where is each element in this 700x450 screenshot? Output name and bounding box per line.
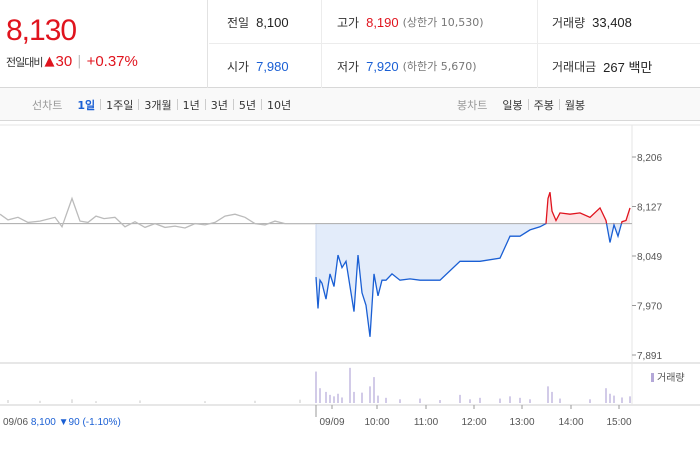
chart-toolbar: 선차트 1일 1주일 3개월 1년 3년 5년 10년 봉차트 일봉 주봉 월봉: [0, 88, 700, 121]
toolbar-divider: [261, 99, 263, 110]
toolbar-divider: [558, 99, 560, 110]
period-tab-3[interactable]: 1년: [182, 98, 200, 112]
lower-limit: (하한가 5,670): [402, 60, 477, 73]
volume-legend-label: 거래량: [657, 372, 685, 384]
y-tick-label: 8,127: [637, 203, 662, 214]
toolbar-divider: [232, 99, 234, 110]
prev-day-close: 8,100: [31, 417, 59, 428]
today-price-line-up: [544, 192, 631, 224]
stat-volume: 거래량 33,408: [537, 0, 700, 44]
stat-high: 고가 8,190 (상한가 10,530): [321, 0, 537, 44]
stat-value: 33,408: [592, 14, 632, 30]
up-area-fill: [545, 192, 630, 224]
up-arrow-icon: ▲: [44, 54, 55, 69]
toolbar-divider: [204, 99, 206, 110]
line-chart-label: 선차트: [32, 98, 63, 112]
stat-label: 거래대금: [552, 59, 597, 74]
stat-label: 시가: [227, 59, 250, 74]
divider: |: [77, 54, 82, 69]
stat-value: 267 백만: [603, 59, 653, 75]
toolbar-divider: [100, 99, 102, 110]
volume-legend-swatch: [651, 373, 654, 382]
candle-tab-2[interactable]: 월봉: [564, 98, 586, 112]
line-chart-periods: 선차트 1일 1주일 3개월 1년 3년 5년 10년: [32, 88, 296, 121]
intraday-price-chart: 8,206 8,127 8,049 7,970 7,891 거래량 09/09 10:00…: [0, 124, 700, 428]
upper-limit: (상한가 10,530): [402, 16, 484, 29]
stat-open: 시가 7,980: [227, 44, 327, 88]
x-axis: 09/09 10:00 11:00 12:00 13:00 14:00 15:00 09/06…: [3, 405, 632, 428]
period-tab-4[interactable]: 3년: [210, 98, 228, 112]
candle-tab-1[interactable]: 주봉: [533, 98, 554, 112]
stat-label: 고가: [337, 15, 360, 30]
stat-value: 7,920: [366, 58, 399, 74]
prev-day-price-line: [0, 196, 315, 229]
prev-day-rate: (-1.10%): [82, 417, 120, 428]
change-row: 전일대비 ▲ 30 | +0.37%: [6, 53, 138, 70]
stat-value: 8,100: [256, 14, 289, 30]
chart-grid: [0, 124, 700, 406]
down-area-fill: [316, 223, 630, 337]
stat-prev-close: 전일 8,100: [227, 0, 327, 44]
period-tab-1[interactable]: 1주일: [106, 98, 134, 112]
prev-day-summary: 09/06 8,100 ▼90 (-1.10%): [3, 417, 121, 428]
y-tick-label: 8,206: [637, 153, 662, 164]
x-tick-label: 14:00: [558, 417, 583, 428]
period-tab-0[interactable]: 1일: [77, 98, 96, 112]
y-tick-label: 8,049: [637, 252, 662, 263]
today-price-line-down: [315, 223, 623, 337]
x-tick-label: 15:00: [606, 417, 631, 428]
stat-label: 전일: [227, 15, 250, 30]
chart-fills: [315, 192, 630, 337]
volume-bars: 거래량: [7, 367, 685, 403]
stats-row-2: 시가 7,980 저가 7,920 (하한가 5,670) 거래대금 267 백…: [209, 44, 700, 88]
candle-chart-label: 봉차트: [457, 98, 488, 112]
toolbar-divider: [138, 99, 140, 110]
period-tab-5[interactable]: 5년: [238, 98, 257, 112]
x-tick-label: 09/09: [319, 417, 344, 428]
y-axis: 8,206 8,127 8,049 7,970 7,891: [632, 153, 662, 362]
down-arrow-icon: ▼: [59, 417, 69, 428]
change-rate: +0.37%: [86, 53, 138, 70]
change-amount: 30: [55, 53, 73, 70]
y-tick-label: 7,970: [637, 302, 662, 313]
toolbar-divider: [176, 99, 178, 110]
prev-day-change: 90: [69, 417, 83, 428]
x-tick-label: 10:00: [364, 417, 389, 428]
stat-low: 저가 7,920 (하한가 5,670): [321, 44, 537, 88]
candle-tab-0[interactable]: 일봉: [502, 98, 523, 112]
stat-amount: 거래대금 267 백만: [537, 44, 700, 88]
current-price: 8,130: [6, 14, 77, 47]
quote-panel: 8,130 전일대비 ▲ 30 | +0.37% 전일 8,100 고가 8,1…: [0, 0, 700, 88]
stat-label: 저가: [337, 59, 360, 74]
stats-grid: 전일 8,100 고가 8,190 (상한가 10,530) 거래량 33,40…: [209, 0, 700, 88]
chart-lines: [0, 192, 632, 337]
x-tick-label: 11:00: [414, 417, 439, 428]
candle-chart-periods: 봉차트 일봉 주봉 월봉: [457, 88, 590, 121]
period-tab-6[interactable]: 10년: [267, 98, 292, 112]
x-tick-label: 13:00: [509, 417, 534, 428]
y-tick-label: 7,891: [637, 351, 662, 362]
stat-value: 8,190: [366, 14, 399, 30]
change-label: 전일대비: [6, 55, 43, 69]
prev-day-date: 09/06: [3, 417, 31, 428]
stat-label: 거래량: [552, 15, 586, 30]
stats-row-1: 전일 8,100 고가 8,190 (상한가 10,530) 거래량 33,40…: [209, 0, 700, 44]
current-price-box: 8,130 전일대비 ▲ 30 | +0.37%: [0, 0, 208, 88]
stat-value: 7,980: [256, 58, 289, 74]
x-tick-label: 12:00: [461, 417, 486, 428]
period-tab-2[interactable]: 3개월: [144, 98, 172, 112]
toolbar-divider: [527, 99, 529, 110]
